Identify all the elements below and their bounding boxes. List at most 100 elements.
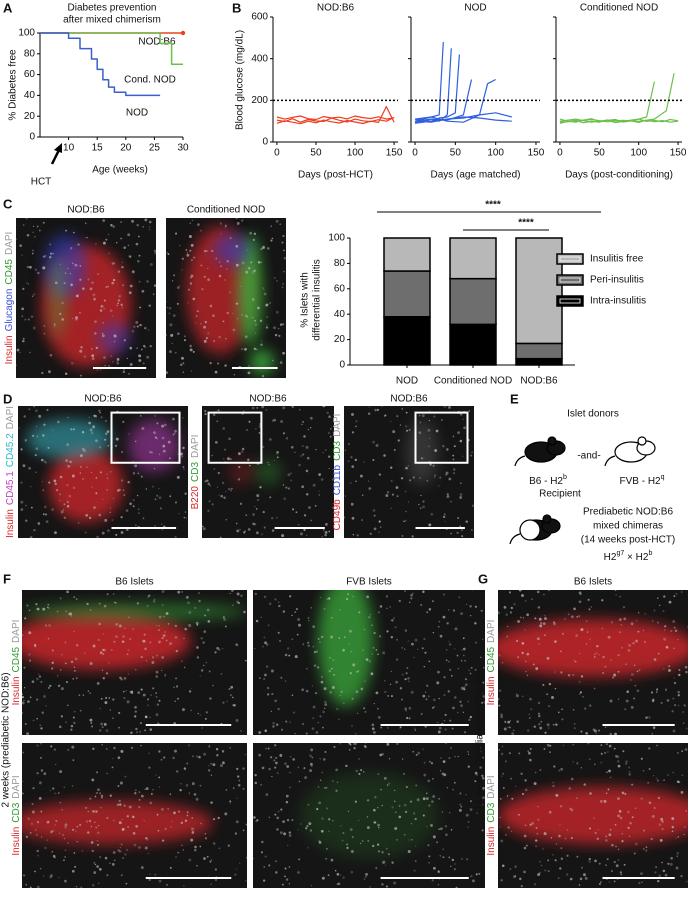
nucleus (543, 593, 545, 596)
nucleus (73, 267, 75, 269)
nucleus (405, 786, 408, 789)
nucleus (327, 818, 331, 821)
nucleus (158, 750, 161, 753)
nucleus (125, 690, 127, 692)
nucleus (75, 830, 77, 832)
nucleus (81, 430, 85, 434)
nucleus (180, 660, 183, 663)
stain-name: CD3 (486, 802, 497, 822)
nucleus (373, 631, 376, 635)
nucleus (245, 856, 247, 859)
nucleus (552, 854, 554, 856)
nucleus (470, 666, 473, 669)
nucleus (365, 658, 369, 661)
nucleus (310, 607, 312, 609)
nucleus (28, 653, 31, 656)
nucleus (147, 852, 149, 855)
nucleus (56, 610, 59, 613)
nucleus (141, 289, 145, 293)
nucleus (439, 476, 442, 479)
nucleus (471, 590, 473, 591)
nucleus (123, 676, 127, 680)
nucleus (97, 273, 100, 275)
nucleus (349, 828, 353, 831)
nucleus (403, 648, 406, 650)
nucleus (309, 829, 313, 832)
nucleus (587, 743, 590, 745)
nucleus (191, 687, 193, 689)
nucleus (382, 862, 384, 864)
nucleus (471, 879, 475, 883)
nucleus (22, 780, 24, 783)
nucleus (126, 815, 129, 818)
nucleus (552, 723, 555, 726)
nucleus (448, 477, 452, 481)
nucleus (634, 807, 637, 810)
data-line (40, 32, 161, 97)
nucleus (253, 816, 256, 819)
nucleus (103, 356, 106, 359)
nucleus (282, 351, 286, 355)
nucleus (420, 603, 423, 607)
nucleus (418, 503, 420, 506)
data-line (559, 81, 655, 123)
nucleus (253, 232, 257, 236)
nucleus (277, 631, 280, 634)
legend-swatch (556, 253, 584, 265)
nucleus (238, 465, 241, 469)
nucleus (498, 689, 502, 692)
nucleus (560, 847, 563, 849)
nucleus (324, 700, 327, 704)
nucleus (140, 475, 143, 478)
nucleus (219, 764, 223, 768)
nucleus (614, 732, 617, 735)
nucleus (566, 854, 569, 857)
nucleus (390, 479, 393, 483)
nucleus (320, 829, 324, 833)
nucleus (357, 670, 360, 672)
nucleus (144, 715, 148, 719)
nucleus (218, 335, 221, 339)
nucleus (442, 760, 446, 764)
data-line (40, 32, 183, 65)
nucleus (520, 884, 524, 888)
nucleus (409, 479, 412, 482)
nucleus (377, 707, 379, 710)
nucleus (656, 779, 660, 782)
nucleus (527, 750, 530, 753)
nucleus (295, 511, 298, 514)
nucleus (100, 722, 104, 726)
nucleus (227, 457, 230, 461)
nucleus (498, 698, 500, 701)
nucleus (95, 346, 99, 350)
nucleus (671, 710, 674, 713)
nucleus (528, 717, 531, 719)
nucleus (161, 436, 165, 440)
nucleus (653, 609, 656, 612)
nucleus (609, 699, 613, 703)
nucleus (102, 241, 106, 245)
nucleus (169, 495, 172, 498)
nucleus (509, 720, 512, 722)
nucleus (183, 767, 187, 770)
nucleus (271, 516, 274, 520)
nucleus (613, 673, 617, 677)
nucleus (393, 789, 396, 792)
nucleus (385, 494, 389, 497)
nucleus (163, 590, 165, 591)
nucleus (358, 758, 360, 760)
nucleus (60, 687, 64, 691)
panel-letter: F (3, 571, 11, 586)
nucleus (307, 617, 310, 619)
nucleus (116, 358, 120, 361)
nucleus (443, 406, 447, 408)
stain-label: B220CD3DAPI (190, 435, 201, 510)
x-tick-label: 100 (630, 148, 647, 159)
nucleus (642, 769, 645, 772)
nucleus (299, 532, 303, 536)
nucleus (255, 619, 259, 623)
nucleus (428, 855, 431, 858)
nucleus (146, 604, 149, 607)
nucleus (182, 371, 184, 373)
nucleus (593, 653, 596, 656)
